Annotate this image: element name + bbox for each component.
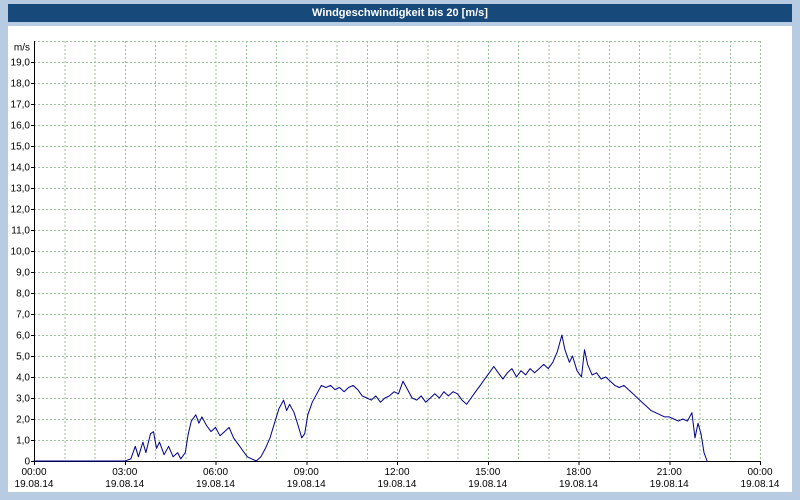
y-tick-label: 16,0 [11, 121, 31, 132]
y-tick-label: 14,0 [11, 163, 31, 174]
chart-title-bar: Windgeschwindigkeit bis 20 [m/s] [8, 4, 792, 22]
axes [31, 41, 761, 465]
y-tick-label: 13,0 [11, 184, 31, 195]
y-tick-label: 19,0 [11, 58, 31, 69]
y-tick-label: 12,0 [11, 205, 31, 216]
chart-area: m/s 19,0 18,0 17,0 16,0 15,0 14,0 13,0 12,0 11,0 1… [8, 26, 792, 492]
y-tick-label: 15,0 [11, 142, 31, 153]
y-axis-labels: m/s 19,0 18,0 17,0 16,0 15,0 14,0 13,0 12,0 11,0 1… [11, 42, 31, 467]
x-axis-labels: 00:0019.08.1403:0019.08.1406:0019.08.140… [15, 467, 780, 490]
x-tick-date-label: 19.08.14 [287, 479, 326, 490]
x-tick-date-label: 19.08.14 [105, 479, 144, 490]
y-tick-label: 3,0 [16, 394, 30, 405]
x-tick-date-label: 19.08.14 [468, 479, 507, 490]
y-tick-label: 18,0 [11, 79, 31, 90]
y-tick-label: 11,0 [11, 226, 30, 237]
y-tick-label: 7,0 [16, 310, 30, 321]
y-tick-label: 0 [24, 457, 30, 468]
x-tick-time-label: 21:00 [657, 467, 682, 478]
x-tick-date-label: 19.08.14 [378, 479, 417, 490]
x-tick-time-label: 00:00 [21, 467, 46, 478]
x-tick-time-label: 12:00 [384, 467, 409, 478]
x-tick-time-label: 00:00 [747, 467, 772, 478]
x-tick-date-label: 19.08.14 [650, 479, 689, 490]
x-tick-date-label: 19.08.14 [15, 479, 54, 490]
chart-title: Windgeschwindigkeit bis 20 [m/s] [312, 7, 488, 19]
grid-lines [34, 41, 761, 461]
x-tick-date-label: 19.08.14 [196, 479, 235, 490]
y-tick-label: 2,0 [16, 415, 30, 426]
x-tick-date-label: 19.08.14 [741, 479, 780, 490]
x-tick-time-label: 15:00 [475, 467, 500, 478]
x-tick-time-label: 09:00 [294, 467, 319, 478]
wind-speed-line [33, 334, 708, 462]
y-tick-label: 4,0 [16, 373, 30, 384]
y-tick-label: 5,0 [16, 352, 30, 363]
wind-speed-chart: m/s 19,0 18,0 17,0 16,0 15,0 14,0 13,0 12,0 11,0 1… [11, 41, 780, 490]
x-tick-time-label: 18:00 [566, 467, 591, 478]
y-tick-label: 17,0 [11, 100, 31, 111]
y-axis-unit-label: m/s [14, 42, 30, 53]
y-tick-label: 8,0 [16, 289, 30, 300]
y-tick-label: 9,0 [16, 268, 30, 279]
x-tick-time-label: 06:00 [203, 467, 228, 478]
x-tick-time-label: 03:00 [112, 467, 137, 478]
x-tick-date-label: 19.08.14 [559, 479, 598, 490]
y-tick-label: 1,0 [16, 436, 30, 447]
y-tick-label: 6,0 [16, 331, 30, 342]
y-tick-label: 10,0 [11, 247, 31, 258]
